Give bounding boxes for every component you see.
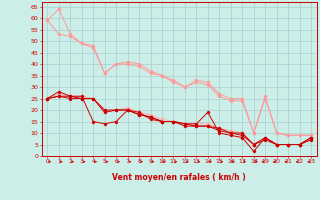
X-axis label: Vent moyen/en rafales ( km/h ): Vent moyen/en rafales ( km/h ) (112, 173, 246, 182)
